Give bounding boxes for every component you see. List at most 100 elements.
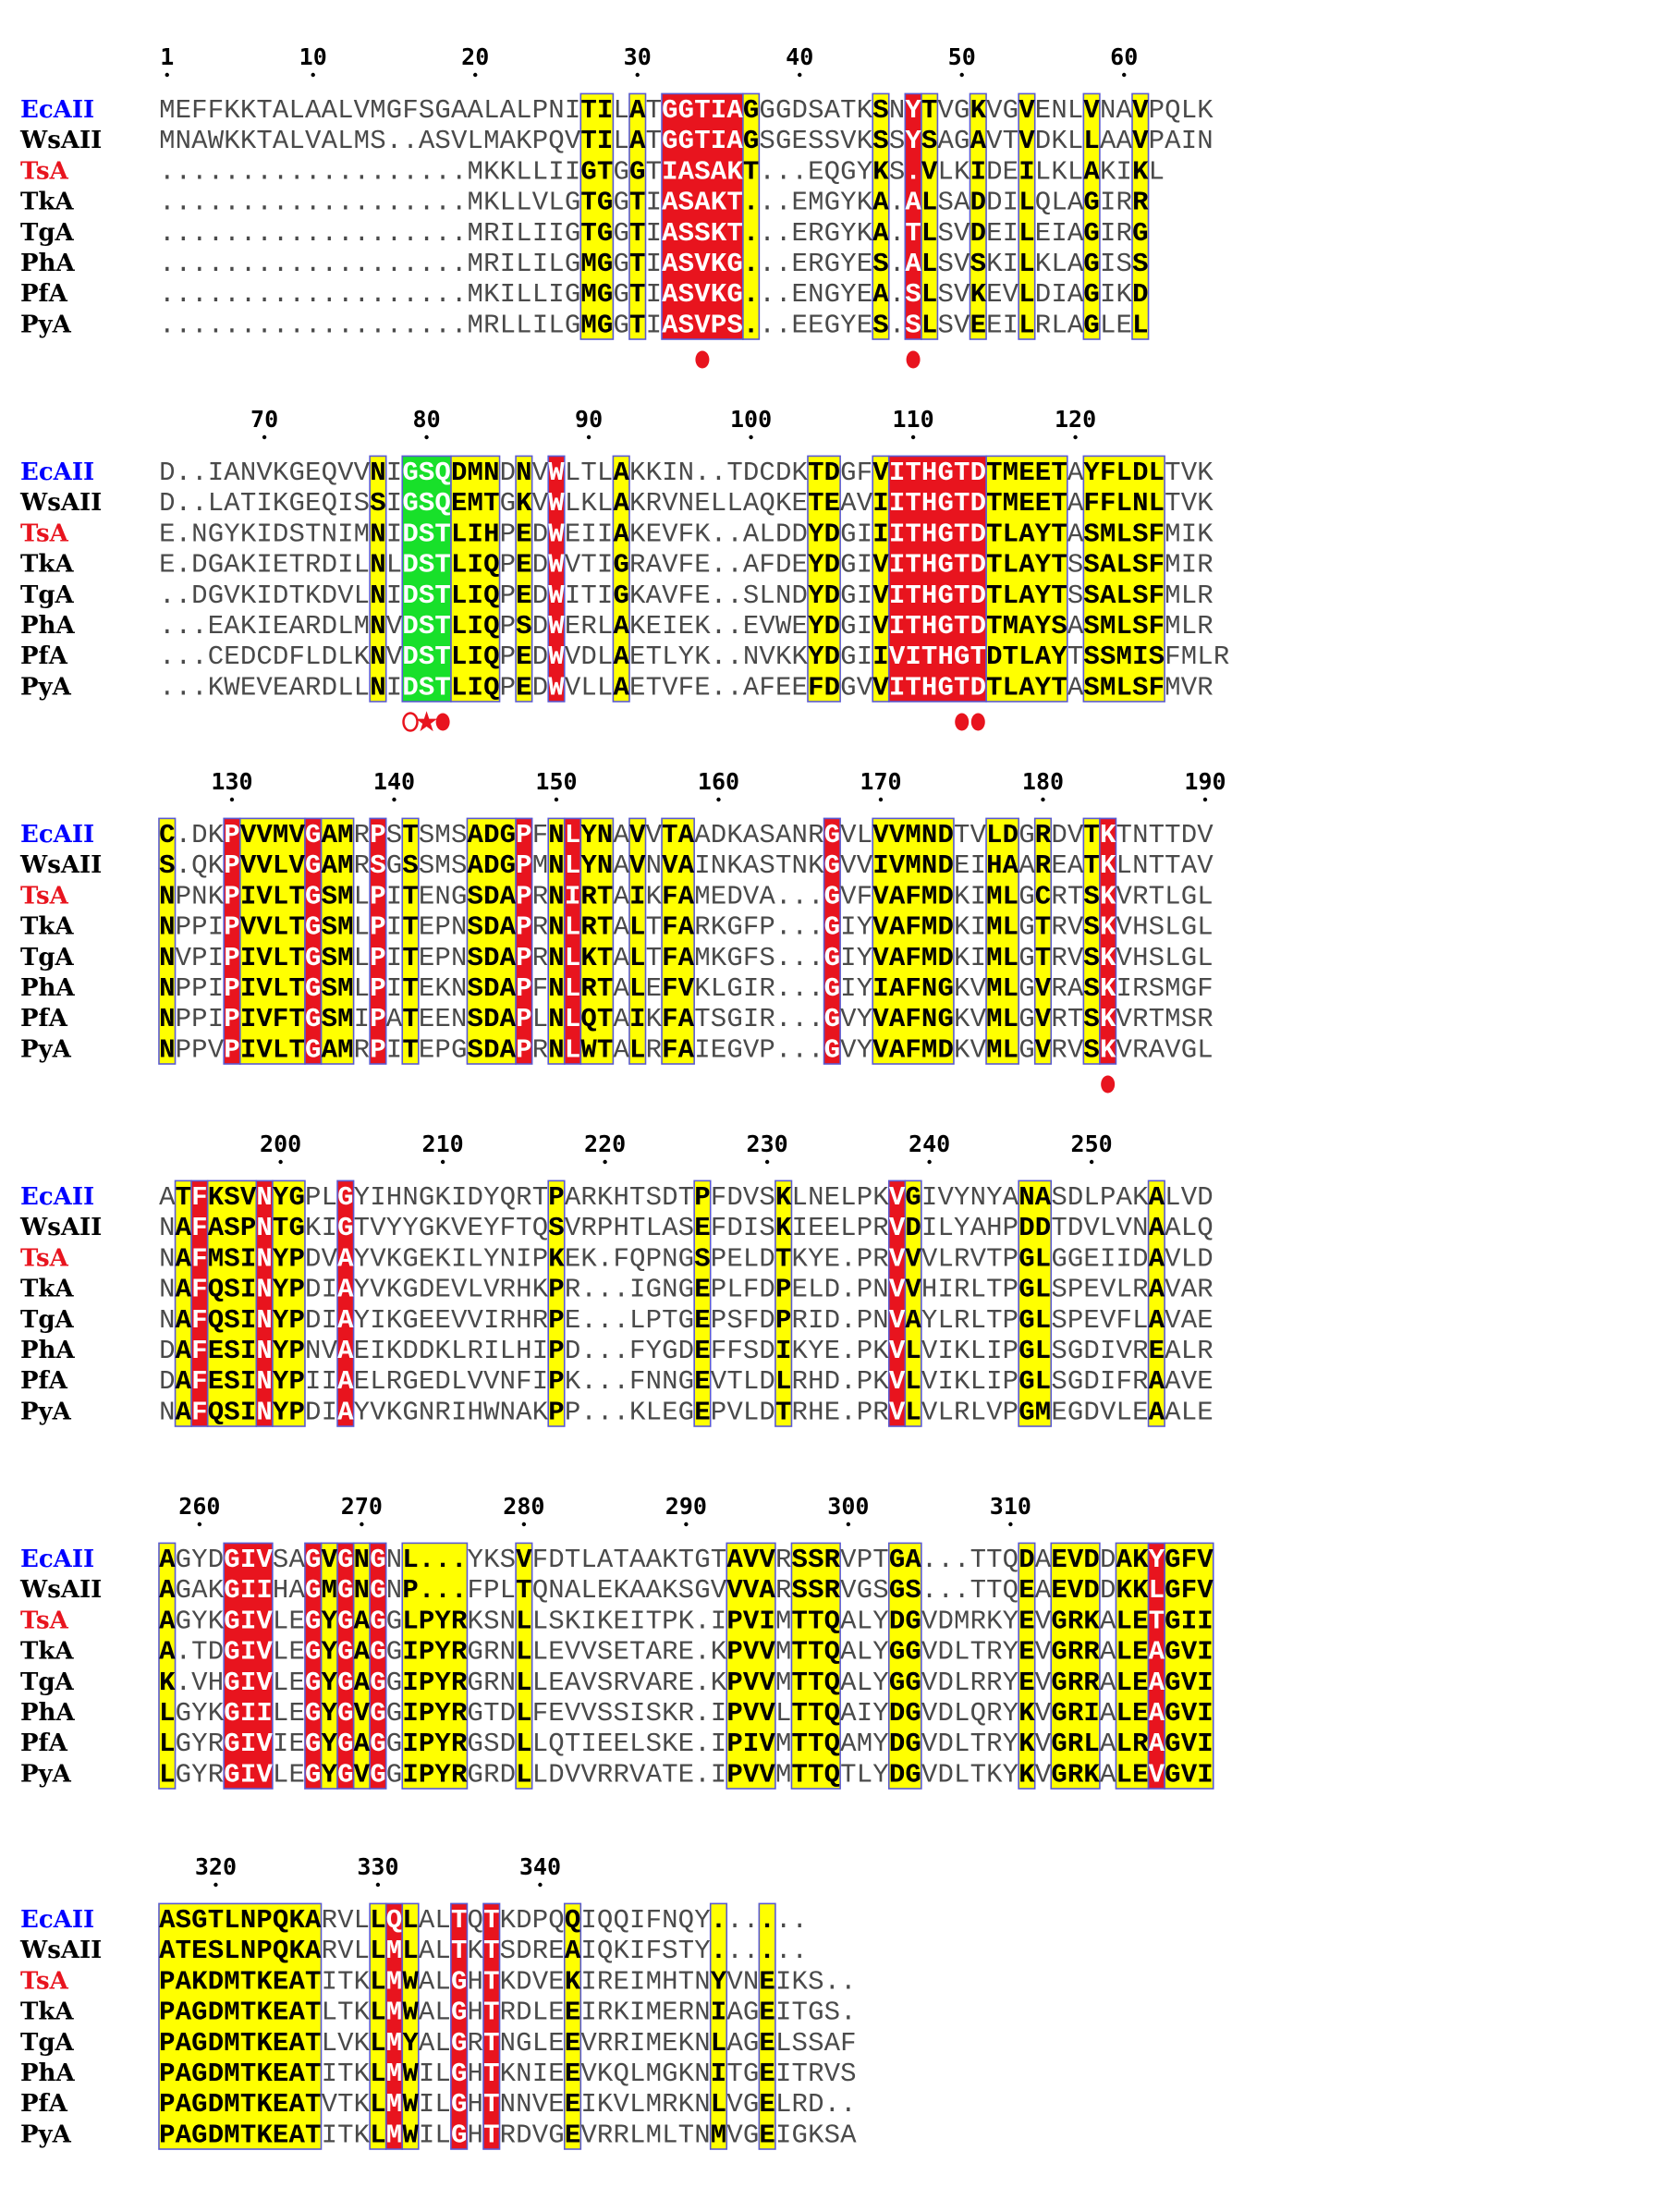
residue: A <box>565 1575 581 1606</box>
residue: T <box>191 1637 207 1668</box>
residue: L <box>273 1668 288 1698</box>
residue: Q <box>386 1905 402 1936</box>
residue: . <box>889 188 905 218</box>
residue: K <box>711 249 727 279</box>
residue: A <box>743 820 760 850</box>
residue: S <box>1083 881 1099 911</box>
residue: . <box>434 249 450 279</box>
residue: D <box>970 488 986 519</box>
residue: G <box>1165 1575 1180 1606</box>
residue: E <box>1083 1305 1099 1336</box>
residue: E <box>305 488 321 519</box>
residue: . <box>322 310 337 340</box>
residue: M <box>532 850 548 881</box>
residue: V <box>1181 1759 1198 1790</box>
residue: S <box>872 249 888 279</box>
residue: E <box>1132 1698 1148 1729</box>
residue: M <box>1100 611 1116 642</box>
position-tick-label: 150 <box>535 768 577 795</box>
residue: I <box>872 973 888 1004</box>
residue: E <box>792 672 808 703</box>
residue: G <box>954 126 970 156</box>
residue: V <box>322 1336 338 1366</box>
residue: T <box>1116 820 1132 850</box>
residue: Y <box>840 310 856 340</box>
residue: T <box>921 95 937 126</box>
residue: K <box>1197 488 1214 519</box>
residue: I <box>629 881 645 911</box>
residue: K <box>711 218 727 249</box>
residue: L <box>468 126 483 156</box>
residue: K <box>288 1905 305 1936</box>
residue: G <box>1018 912 1034 943</box>
residue: L <box>1003 580 1018 611</box>
residue: R <box>1197 580 1213 611</box>
residue: E <box>597 1575 613 1606</box>
residue: T <box>808 1729 823 1759</box>
residue: D <box>208 1545 224 1575</box>
residue: R <box>1197 1275 1213 1305</box>
residue: L <box>532 1668 548 1698</box>
residue: G <box>191 1905 207 1936</box>
catalytic-site-marker <box>906 350 921 369</box>
residue: S <box>1083 943 1099 973</box>
residue: T <box>905 488 921 519</box>
residue: E <box>419 1243 434 1274</box>
residue: P <box>516 1034 531 1065</box>
residue: K <box>678 2089 695 2120</box>
residue: L <box>1003 973 1018 1004</box>
residue: R <box>1132 973 1148 1004</box>
residue: . <box>419 249 434 279</box>
residue: D <box>305 1397 321 1427</box>
identical-column-box <box>369 817 387 1065</box>
residue: I <box>629 2028 645 2059</box>
residue: . <box>273 188 288 218</box>
residue: S <box>726 1305 742 1336</box>
residue: K <box>629 611 646 642</box>
residue: M <box>1165 973 1180 1004</box>
residue: G <box>434 95 450 126</box>
residue: N <box>256 1275 272 1305</box>
residue: . <box>240 279 256 310</box>
residue: R <box>468 1336 483 1366</box>
residue: Y <box>857 1034 872 1065</box>
residue: V <box>191 1668 208 1698</box>
residue: P <box>516 820 531 850</box>
residue: R <box>1035 850 1052 881</box>
residue: L <box>629 2089 645 2120</box>
position-tick-dot <box>440 1159 445 1165</box>
residue: F <box>1116 1305 1132 1336</box>
residue: L <box>1003 1004 1018 1034</box>
residue: Y <box>191 1698 207 1729</box>
residue: R <box>1197 672 1213 703</box>
residue: A <box>159 1936 176 1966</box>
residue: F <box>1197 973 1213 1004</box>
residue: K <box>970 279 987 310</box>
residue: D <box>208 2120 224 2150</box>
residue: Q <box>483 550 499 580</box>
residue: E <box>273 2089 288 2120</box>
residue: Q <box>613 1905 628 1936</box>
residue: Y <box>1149 1545 1165 1575</box>
residue: E <box>613 1966 628 1997</box>
residue: . <box>580 1305 596 1336</box>
residue: I <box>857 550 872 580</box>
residue: K <box>1100 1004 1116 1034</box>
similar-column-box <box>872 817 955 1065</box>
residue: . <box>176 279 191 310</box>
residue: L <box>483 95 499 126</box>
residue: P <box>857 1243 872 1274</box>
residue: V <box>337 580 354 611</box>
residue: G <box>305 1575 321 1606</box>
residue: D <box>824 1366 840 1397</box>
residue: I <box>402 1698 418 1729</box>
residue: . <box>726 1905 742 1936</box>
residue: A <box>889 881 906 911</box>
residue: V <box>386 642 403 672</box>
similar-column-box <box>1033 817 1053 1065</box>
residue: V <box>337 1905 354 1936</box>
residue: D <box>500 1759 516 1790</box>
residue: A <box>1067 188 1084 218</box>
residue: N <box>451 943 467 973</box>
